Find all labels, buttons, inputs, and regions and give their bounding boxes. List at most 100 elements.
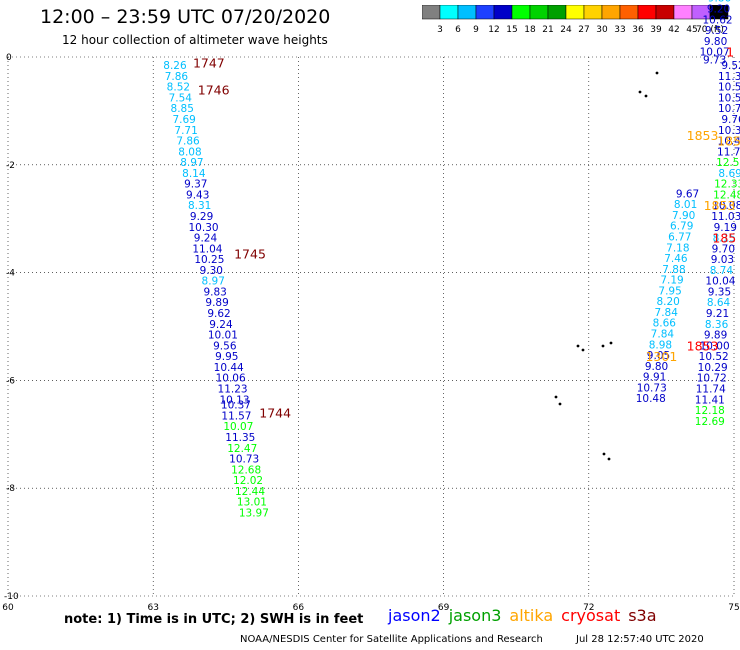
colorbar-label: 30 — [596, 25, 608, 35]
y-tick-label: -6 — [6, 376, 15, 386]
wave-height-value: 11.04 — [192, 243, 222, 255]
wave-height-value: 10.58 — [718, 92, 740, 104]
pass-time-label: 1746 — [198, 82, 230, 97]
wave-height-value: 9.30 — [200, 265, 223, 277]
legend-entry-jason3: jason3 — [448, 606, 502, 625]
wave-height-value: 9.76 — [721, 114, 740, 126]
island-mark — [644, 94, 648, 98]
wave-height-value: 8.69 — [718, 168, 740, 180]
wave-height-value: 9.83 — [203, 286, 226, 298]
wave-height-value: 11.03 — [711, 211, 740, 223]
wave-height-value: 10.76 — [718, 103, 740, 115]
colorbar-label: 24 — [560, 25, 572, 35]
y-tick-label: -10 — [4, 592, 19, 602]
pass-time-label: 1747 — [193, 55, 225, 70]
wave-height-value: 9.91 — [643, 372, 666, 384]
wave-height-value: 12.18 — [695, 405, 725, 417]
wave-height-value: 9.67 — [676, 188, 699, 200]
wave-height-value: 9.05 — [647, 350, 670, 362]
x-tick-label: 72 — [583, 603, 594, 613]
pass-time-label: 1853 — [687, 338, 719, 353]
island-mark — [558, 402, 562, 406]
wave-height-value: 9.95 — [215, 351, 238, 363]
wave-height-value: 12.44 — [235, 486, 265, 498]
colorbar-label: 12 — [488, 25, 499, 35]
wave-height-value: 7.88 — [662, 264, 685, 276]
wave-height-value: 8.97 — [202, 276, 225, 288]
wave-height-value: 9.52 — [721, 60, 740, 72]
wave-height-value: 8.52 — [167, 82, 190, 94]
footer-credit: NOAA/NESDIS Center for Satellite Applica… — [240, 634, 543, 645]
wave-height-value: 9.24 — [194, 233, 218, 245]
wave-height-value: 11.41 — [695, 394, 725, 406]
x-tick-label: 66 — [293, 603, 305, 613]
wave-height-value: 8.01 — [674, 199, 697, 211]
pass-time-label: 1853 — [687, 128, 719, 143]
x-tick-label: 69 — [438, 603, 450, 613]
wave-height-value: 7.69 — [172, 114, 195, 126]
wave-height-value: 10.34 — [718, 125, 740, 137]
legend-entry-jason2: jason2 — [388, 606, 441, 625]
colorbar-label: 42 — [668, 25, 679, 35]
wave-height-value: 12.48 — [713, 189, 740, 201]
legend-entry-cryosat: cryosat — [561, 606, 621, 625]
wave-height-value: 10.52 — [699, 351, 729, 363]
island-mark — [576, 344, 580, 348]
wave-height-value: 12.69 — [695, 416, 725, 428]
y-tick-label: -2 — [6, 161, 15, 171]
colorbar-label: 39 — [650, 25, 662, 35]
wave-height-value: 11.35 — [225, 432, 255, 444]
pass-time-label: 185 — [717, 134, 740, 149]
wave-height-value: 6.77 — [668, 231, 691, 243]
wave-height-value: 9.24 — [209, 319, 233, 331]
wave-height-value: 9.35 — [708, 286, 731, 298]
wave-height-value: 8.97 — [180, 157, 203, 169]
colorbar-swatch — [709, 5, 729, 20]
x-tick-label: 75 — [728, 603, 739, 613]
satellite-legend: jason2 jason3 altika cryosat s3a — [388, 606, 665, 625]
legend-entry-s3a: s3a — [628, 606, 657, 625]
wave-height-value: 9.89 — [704, 330, 727, 342]
wave-height-value: 8.14 — [182, 168, 206, 180]
colorbar-label: 21 — [542, 25, 553, 35]
wave-height-value: 8.15 — [713, 233, 736, 245]
colorbar-label: 6 — [455, 25, 461, 35]
wave-height-value: 9.80 — [645, 361, 668, 373]
pass-time-label: 185 — [712, 231, 736, 246]
y-tick-label: -4 — [6, 269, 15, 279]
wave-height-value: 7.18 — [666, 242, 689, 254]
wave-height-value: 9.03 — [711, 254, 734, 266]
wave-height-value: 7.54 — [169, 92, 193, 104]
page-subtitle: 12 hour collection of altimeter wave hei… — [62, 33, 328, 47]
wave-height-value: 9.73 — [703, 55, 726, 67]
wave-height-value: 10.25 — [194, 254, 224, 266]
wave-height-value: 10.48 — [636, 393, 666, 405]
wave-height-value: 10.04 — [705, 276, 735, 288]
wave-height-value: 7.86 — [176, 136, 200, 148]
island-mark — [655, 71, 659, 75]
wave-height-value: 9.62 — [207, 308, 230, 320]
wave-height-value: 9.43 — [186, 189, 209, 201]
wave-height-value: 6.79 — [670, 221, 693, 233]
y-tick-label: -8 — [6, 484, 15, 494]
pass-time-label: 1853 — [704, 198, 736, 213]
wave-height-value: 8.66 — [653, 318, 677, 330]
wave-height-value: 10.01 — [208, 330, 238, 342]
wave-height-value: 10.58 — [718, 82, 740, 94]
wave-height-value: 11.72 — [717, 146, 740, 158]
wave-height-value: 10.73 — [637, 382, 667, 394]
wave-height-value: 8.36 — [705, 319, 729, 331]
wave-height-value: 13.01 — [237, 497, 267, 509]
wave-height-value: 10.44 — [214, 362, 244, 374]
pass-time-label: 1301 — [645, 349, 677, 364]
wave-height-value: 11.34 — [718, 71, 740, 83]
wave-height-value: 10.08 — [712, 200, 740, 212]
wave-height-value: 9.20 — [707, 3, 730, 15]
wave-height-value: 13.97 — [239, 507, 269, 519]
wave-height-value: 7.71 — [174, 125, 197, 137]
wave-height-value: 7.86 — [165, 71, 189, 83]
wave-height-value: 12.47 — [227, 443, 257, 455]
y-tick-label: 0 — [6, 53, 12, 63]
wave-height-value: 9.21 — [706, 308, 729, 320]
footer-timestamp: Jul 28 12:57:40 UTC 2020 — [576, 634, 704, 645]
